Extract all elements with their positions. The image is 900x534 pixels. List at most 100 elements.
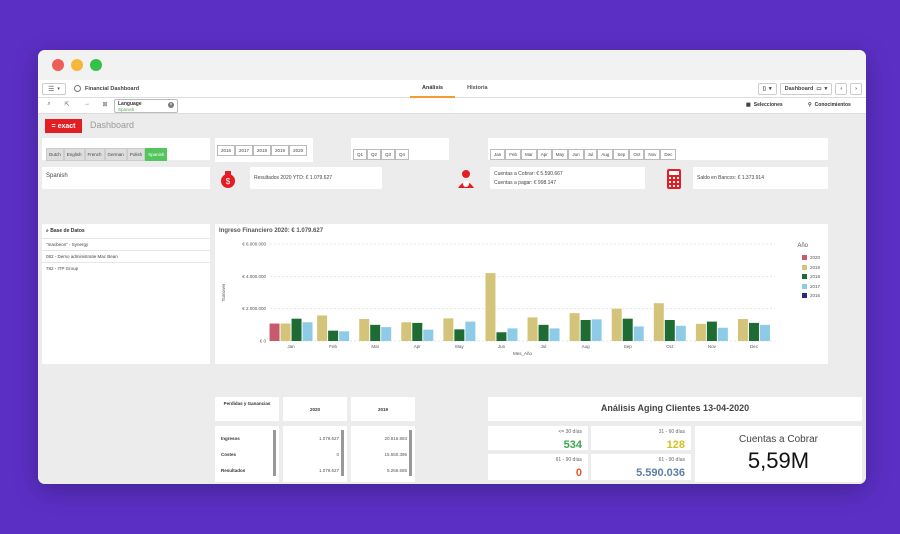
- smart-search-icon[interactable]: ⌕: [47, 101, 51, 107]
- current-language-card: Spanish: [42, 167, 210, 189]
- month-button-mar[interactable]: Mar: [521, 149, 537, 160]
- bar-2017-oct: [675, 325, 686, 341]
- selections-icon: ▦: [746, 102, 751, 108]
- bar-2017-feb: [339, 331, 350, 341]
- close-window-button[interactable]: [52, 59, 64, 71]
- pl-value: 1.079.627: [318, 436, 339, 441]
- bar-2019-sep: [611, 308, 622, 341]
- bar-2018-may: [454, 329, 465, 341]
- year-button-2016[interactable]: 2016: [217, 145, 236, 156]
- legend-label: 2020: [809, 255, 820, 260]
- month-button-dec[interactable]: Dec: [660, 149, 677, 160]
- list-item[interactable]: "macbeon" - Synergy: [42, 238, 210, 250]
- x-tick-label: Oct: [666, 344, 674, 349]
- language-button-french[interactable]: French: [84, 148, 105, 161]
- aging-bucket-value: 0: [575, 467, 582, 479]
- scrollbar[interactable]: [273, 430, 276, 476]
- insights-toggle[interactable]: ⚲ Conocimientos: [808, 102, 851, 108]
- month-filter: Jan Feb Mar Apr May Jun Jul Aug Sep Oct Nov Dec: [488, 138, 828, 160]
- language-button-german[interactable]: German: [104, 148, 127, 161]
- month-button-oct[interactable]: Oct: [629, 149, 645, 160]
- database-title-text: Base de Datos: [50, 228, 85, 234]
- year-button-2017[interactable]: 2017: [235, 145, 254, 156]
- month-button-jan[interactable]: Jan: [490, 149, 506, 160]
- sheet-selector[interactable]: Dashboard ▭ ▾: [779, 83, 833, 95]
- legend-swatch: [801, 283, 807, 289]
- clear-all-icon[interactable]: ⊠: [102, 102, 108, 108]
- clear-selection-icon[interactable]: ×: [168, 102, 174, 108]
- maximize-window-button[interactable]: [90, 59, 102, 71]
- language-button-english[interactable]: English: [63, 148, 85, 161]
- legend-swatch: [801, 255, 807, 260]
- quarter-button-q4[interactable]: Q4: [395, 149, 410, 160]
- bar-2018-mar: [370, 324, 381, 341]
- language-button-polish[interactable]: Polish: [126, 148, 146, 161]
- pl-value: 15.550.396: [384, 452, 407, 457]
- insights-label: Conocimientos: [814, 102, 851, 108]
- quarter-button-q1[interactable]: Q1: [353, 149, 368, 160]
- legend-label: 2016: [809, 293, 820, 298]
- list-item[interactable]: 082 - Demo administratie Mac Bean: [42, 250, 210, 262]
- selection-back-icon[interactable]: ⇱: [64, 102, 70, 108]
- tab-historia[interactable]: Historia: [467, 85, 488, 91]
- quarter-button-q2[interactable]: Q2: [367, 149, 382, 160]
- language-button-spanish[interactable]: Spanish: [145, 148, 168, 161]
- selections-toggle[interactable]: ▦ Selecciones: [746, 102, 783, 108]
- resultados-text: Resultados 2020 YTD: € 1.079.627: [254, 175, 333, 181]
- month-button-nov[interactable]: Nov: [644, 149, 661, 160]
- minimize-window-button[interactable]: [71, 59, 83, 71]
- year-button-2019[interactable]: 2019: [271, 145, 290, 156]
- pl-row-label: Costes: [221, 452, 237, 457]
- quarter-button-q3[interactable]: Q3: [381, 149, 396, 160]
- aging-bucket-label: 31 - 60 días: [658, 429, 685, 435]
- month-button-feb[interactable]: Feb: [505, 149, 522, 160]
- chart-svg: € 0 € 2.000.000 € 4.000.000 € 6.000.000 Turn…: [221, 242, 775, 356]
- month-button-apr[interactable]: Apr: [536, 149, 552, 160]
- selection-forward-icon[interactable]: →: [84, 101, 90, 107]
- pl-row-labels: Ingresos Costes Resultados: [215, 426, 279, 482]
- previous-sheet-button[interactable]: ‹: [835, 83, 848, 95]
- selection-chip-language[interactable]: Language Spanish ×: [114, 99, 178, 113]
- aging-bucket: 61 - 90 días 5.590.036: [591, 454, 691, 480]
- month-button-may[interactable]: May: [551, 149, 569, 160]
- bar-2017-apr: [423, 329, 434, 341]
- main-menu-button[interactable]: ☰ ▾: [42, 83, 66, 95]
- legend-item[interactable]: 2017: [801, 283, 820, 289]
- year-button-2018[interactable]: 2018: [253, 145, 272, 156]
- bar-2019-jul: [527, 317, 538, 341]
- app-title: Financial Dashboard: [74, 85, 139, 92]
- pl-header-label: Perdidas y Ganancias: [215, 397, 279, 421]
- scrollbar[interactable]: [409, 430, 412, 476]
- legend-swatch: [801, 293, 807, 298]
- bar-2019-may: [443, 318, 454, 341]
- language-button-dutch[interactable]: Dutch: [46, 148, 64, 161]
- scrollbar[interactable]: [341, 430, 344, 476]
- pl-row-label: Resultados: [221, 468, 246, 473]
- sheet-label: Dashboard: [784, 86, 814, 92]
- legend-item[interactable]: 2016: [801, 293, 820, 298]
- x-tick-label: Sep: [624, 344, 633, 349]
- month-button-aug[interactable]: Aug: [597, 149, 614, 160]
- legend-item[interactable]: 2019: [801, 264, 820, 270]
- month-button-jun[interactable]: Jun: [568, 149, 584, 160]
- bar-2019-mar: [359, 319, 370, 341]
- bar-2017-jan: [302, 322, 313, 341]
- legend-item[interactable]: 2020: [801, 255, 820, 260]
- language-button-row: Dutch English French German Polish Spanish: [46, 143, 206, 161]
- next-sheet-button[interactable]: ›: [850, 83, 862, 95]
- app-toolbar: ☰ ▾ Financial Dashboard Análisis Historia…: [38, 80, 866, 98]
- legend-item[interactable]: 2018: [801, 274, 820, 279]
- year-button-2020[interactable]: 2020: [289, 145, 308, 156]
- pl-value: 1.079.627: [318, 468, 339, 473]
- list-item[interactable]: 782 - ITP Group: [42, 262, 210, 274]
- selections-label: Selecciones: [753, 102, 783, 108]
- month-button-sep[interactable]: Sep: [613, 149, 630, 160]
- aging-bucket: <= 30 días 534: [488, 426, 588, 451]
- tab-bar: Análisis Historia: [410, 80, 500, 98]
- tab-analisis[interactable]: Análisis: [410, 80, 456, 98]
- svg-text:$: $: [226, 177, 231, 186]
- month-button-jul[interactable]: Jul: [583, 149, 598, 160]
- bookmark-button[interactable]: ▯ ▾: [757, 83, 777, 95]
- pl-col1-values: 1.079.627 0 1.079.627: [283, 426, 347, 482]
- saldo-card: Saldo en Bancos: € 1.373.914: [693, 167, 828, 189]
